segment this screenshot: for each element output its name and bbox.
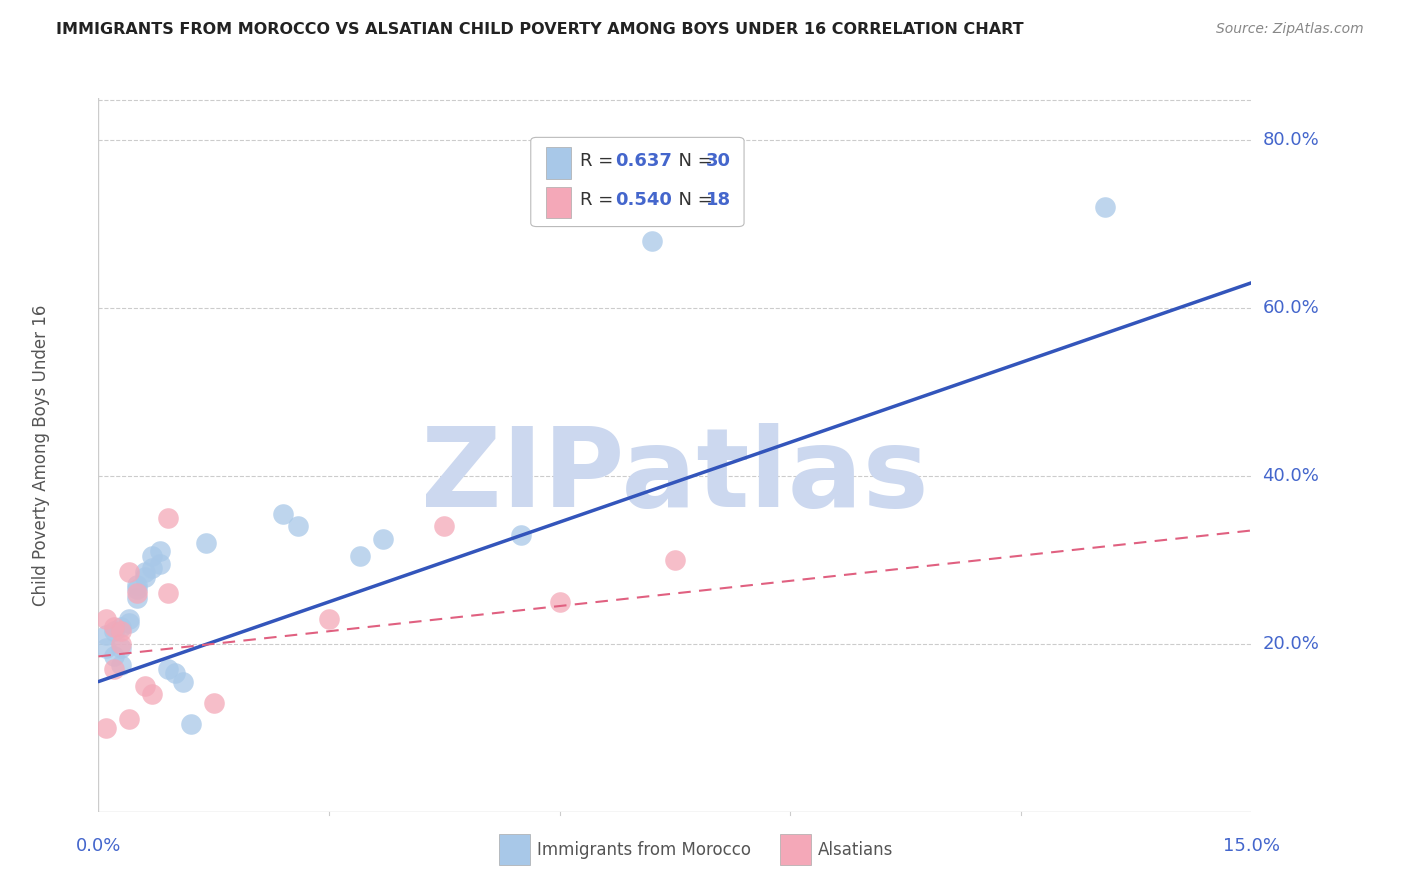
Point — [287, 519, 309, 533]
Text: 60.0%: 60.0% — [1263, 299, 1319, 317]
Point — [103, 662, 125, 676]
Point — [141, 549, 163, 563]
Point — [94, 640, 117, 655]
Point — [172, 674, 194, 689]
Point — [110, 657, 132, 672]
Text: 20.0%: 20.0% — [1263, 635, 1319, 653]
Point — [165, 666, 187, 681]
Point — [110, 640, 132, 655]
Point — [125, 591, 148, 605]
Point — [349, 549, 371, 563]
Text: 80.0%: 80.0% — [1263, 131, 1319, 149]
Text: 0.637: 0.637 — [614, 152, 672, 169]
Point — [641, 234, 664, 248]
Point — [110, 637, 132, 651]
Point — [318, 612, 340, 626]
Point — [103, 624, 125, 639]
Point — [141, 687, 163, 701]
Point — [149, 544, 172, 558]
Text: N =: N = — [666, 152, 718, 169]
Point — [94, 612, 117, 626]
Point — [103, 620, 125, 634]
Point — [202, 696, 225, 710]
Text: Source: ZipAtlas.com: Source: ZipAtlas.com — [1216, 22, 1364, 37]
Text: ZIPatlas: ZIPatlas — [420, 423, 929, 530]
Point — [118, 612, 141, 626]
Point — [110, 620, 132, 634]
Point — [149, 557, 172, 571]
Point — [94, 721, 117, 735]
Point — [118, 566, 141, 580]
Text: IMMIGRANTS FROM MOROCCO VS ALSATIAN CHILD POVERTY AMONG BOYS UNDER 16 CORRELATIO: IMMIGRANTS FROM MOROCCO VS ALSATIAN CHIL… — [56, 22, 1024, 37]
Text: 30: 30 — [706, 152, 731, 169]
Text: R =: R = — [581, 191, 619, 209]
FancyBboxPatch shape — [546, 147, 571, 178]
Text: 18: 18 — [706, 191, 731, 209]
Point — [156, 586, 179, 600]
Point — [433, 519, 456, 533]
Text: Alsatians: Alsatians — [818, 840, 894, 859]
Point — [664, 553, 686, 567]
Point — [134, 566, 156, 580]
Point — [125, 586, 148, 600]
Point — [510, 527, 533, 541]
Point — [371, 532, 394, 546]
Point — [118, 615, 141, 630]
Point — [103, 649, 125, 664]
Text: 15.0%: 15.0% — [1223, 837, 1279, 855]
FancyBboxPatch shape — [546, 186, 571, 218]
Point — [195, 536, 218, 550]
Point — [125, 578, 148, 592]
Point — [125, 582, 148, 597]
Point — [1094, 200, 1116, 214]
FancyBboxPatch shape — [530, 137, 744, 227]
Point — [141, 561, 163, 575]
Point — [134, 679, 156, 693]
Point — [118, 712, 141, 726]
Text: 40.0%: 40.0% — [1263, 467, 1319, 485]
Point — [156, 511, 179, 525]
Text: Child Poverty Among Boys Under 16: Child Poverty Among Boys Under 16 — [32, 304, 49, 606]
Text: 0.540: 0.540 — [614, 191, 672, 209]
Text: N =: N = — [666, 191, 718, 209]
Text: R =: R = — [581, 152, 619, 169]
Point — [156, 662, 179, 676]
Point — [134, 569, 156, 583]
Point — [94, 628, 117, 642]
Point — [548, 595, 571, 609]
Point — [180, 716, 202, 731]
Point — [271, 507, 294, 521]
Text: Immigrants from Morocco: Immigrants from Morocco — [537, 840, 751, 859]
Point — [110, 624, 132, 639]
Text: 0.0%: 0.0% — [76, 837, 121, 855]
